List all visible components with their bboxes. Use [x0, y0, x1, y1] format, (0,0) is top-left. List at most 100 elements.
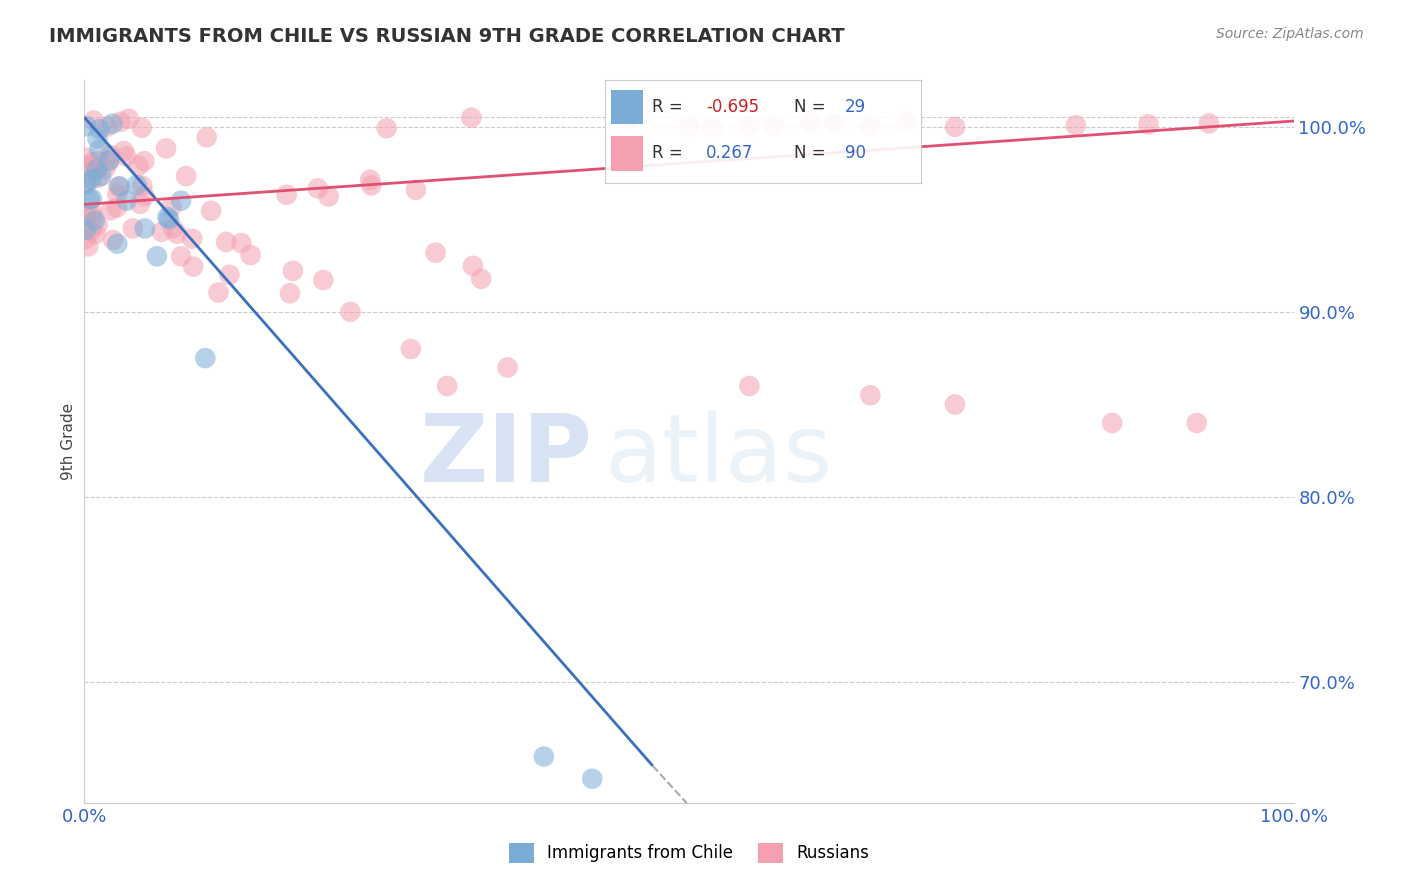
Text: -0.695: -0.695: [706, 98, 759, 116]
Point: [181, 260, 204, 274]
Point: [181, 232, 204, 246]
Point: [156, 210, 179, 224]
Point: [195, 130, 218, 145]
Point: [77, 159, 100, 173]
Point: [859, 388, 882, 402]
Point: [157, 212, 180, 227]
Point: [94, 161, 117, 176]
Point: [75, 178, 97, 192]
Point: [87, 154, 110, 169]
Y-axis label: 9th Grade: 9th Grade: [60, 403, 76, 480]
Point: [107, 179, 129, 194]
Point: [80, 192, 103, 206]
Point: [131, 178, 153, 193]
Point: [1198, 116, 1220, 130]
Point: [375, 121, 398, 136]
Point: [617, 112, 640, 127]
Bar: [612, 89, 643, 124]
Text: 0.267: 0.267: [706, 145, 754, 162]
Point: [89, 143, 111, 157]
Point: [84, 227, 107, 241]
Point: [533, 749, 555, 764]
Point: [80, 205, 103, 219]
Point: [112, 144, 135, 158]
Point: [134, 189, 156, 203]
Point: [1137, 117, 1160, 131]
Point: [170, 194, 193, 208]
Point: [160, 200, 183, 214]
Point: [115, 194, 138, 208]
Point: [134, 221, 156, 235]
Text: 29: 29: [845, 98, 866, 116]
Point: [170, 249, 193, 263]
Point: [460, 111, 482, 125]
Point: [100, 148, 122, 162]
Point: [129, 196, 152, 211]
Point: [461, 259, 484, 273]
Text: 90: 90: [845, 145, 866, 162]
Text: Source: ZipAtlas.com: Source: ZipAtlas.com: [1216, 27, 1364, 41]
Point: [859, 118, 882, 132]
Point: [134, 154, 156, 169]
Point: [83, 113, 105, 128]
Point: [75, 120, 97, 134]
Point: [276, 187, 298, 202]
Point: [75, 223, 97, 237]
Point: [200, 203, 222, 218]
Point: [194, 351, 217, 366]
Point: [80, 172, 103, 186]
Point: [318, 189, 340, 203]
Point: [799, 115, 821, 129]
Point: [231, 235, 253, 250]
Point: [146, 249, 169, 263]
Text: R =: R =: [652, 145, 688, 162]
Point: [762, 118, 785, 132]
Point: [738, 120, 761, 134]
Point: [98, 153, 121, 168]
Point: [107, 187, 129, 202]
Point: [79, 193, 101, 207]
Point: [339, 305, 361, 319]
Point: [738, 379, 761, 393]
Text: R =: R =: [652, 98, 688, 116]
Point: [359, 173, 381, 187]
Point: [75, 209, 97, 223]
Point: [307, 181, 329, 195]
Point: [823, 117, 845, 131]
Point: [127, 159, 149, 173]
Point: [278, 286, 301, 301]
Point: [943, 120, 966, 134]
Point: [77, 239, 100, 253]
Legend: Immigrants from Chile, Russians: Immigrants from Chile, Russians: [509, 843, 869, 863]
Point: [80, 224, 103, 238]
Point: [312, 273, 335, 287]
Point: [96, 120, 118, 134]
Point: [110, 115, 132, 129]
Point: [83, 213, 105, 227]
Point: [425, 245, 447, 260]
Point: [76, 151, 98, 165]
Point: [496, 360, 519, 375]
Point: [87, 170, 110, 185]
Point: [125, 178, 148, 193]
Point: [75, 177, 97, 191]
Point: [105, 236, 128, 251]
Point: [98, 154, 121, 169]
Point: [121, 221, 143, 235]
Point: [702, 120, 724, 134]
Point: [581, 772, 603, 786]
Point: [207, 285, 229, 300]
Point: [82, 210, 104, 224]
Point: [108, 179, 131, 194]
Point: [174, 169, 197, 183]
Point: [678, 119, 700, 133]
Point: [896, 114, 918, 128]
Point: [360, 178, 382, 193]
Point: [101, 233, 124, 247]
Point: [131, 120, 153, 135]
Point: [1064, 118, 1087, 132]
Point: [86, 218, 108, 232]
Point: [100, 203, 122, 218]
Point: [90, 169, 112, 183]
Point: [150, 225, 173, 239]
